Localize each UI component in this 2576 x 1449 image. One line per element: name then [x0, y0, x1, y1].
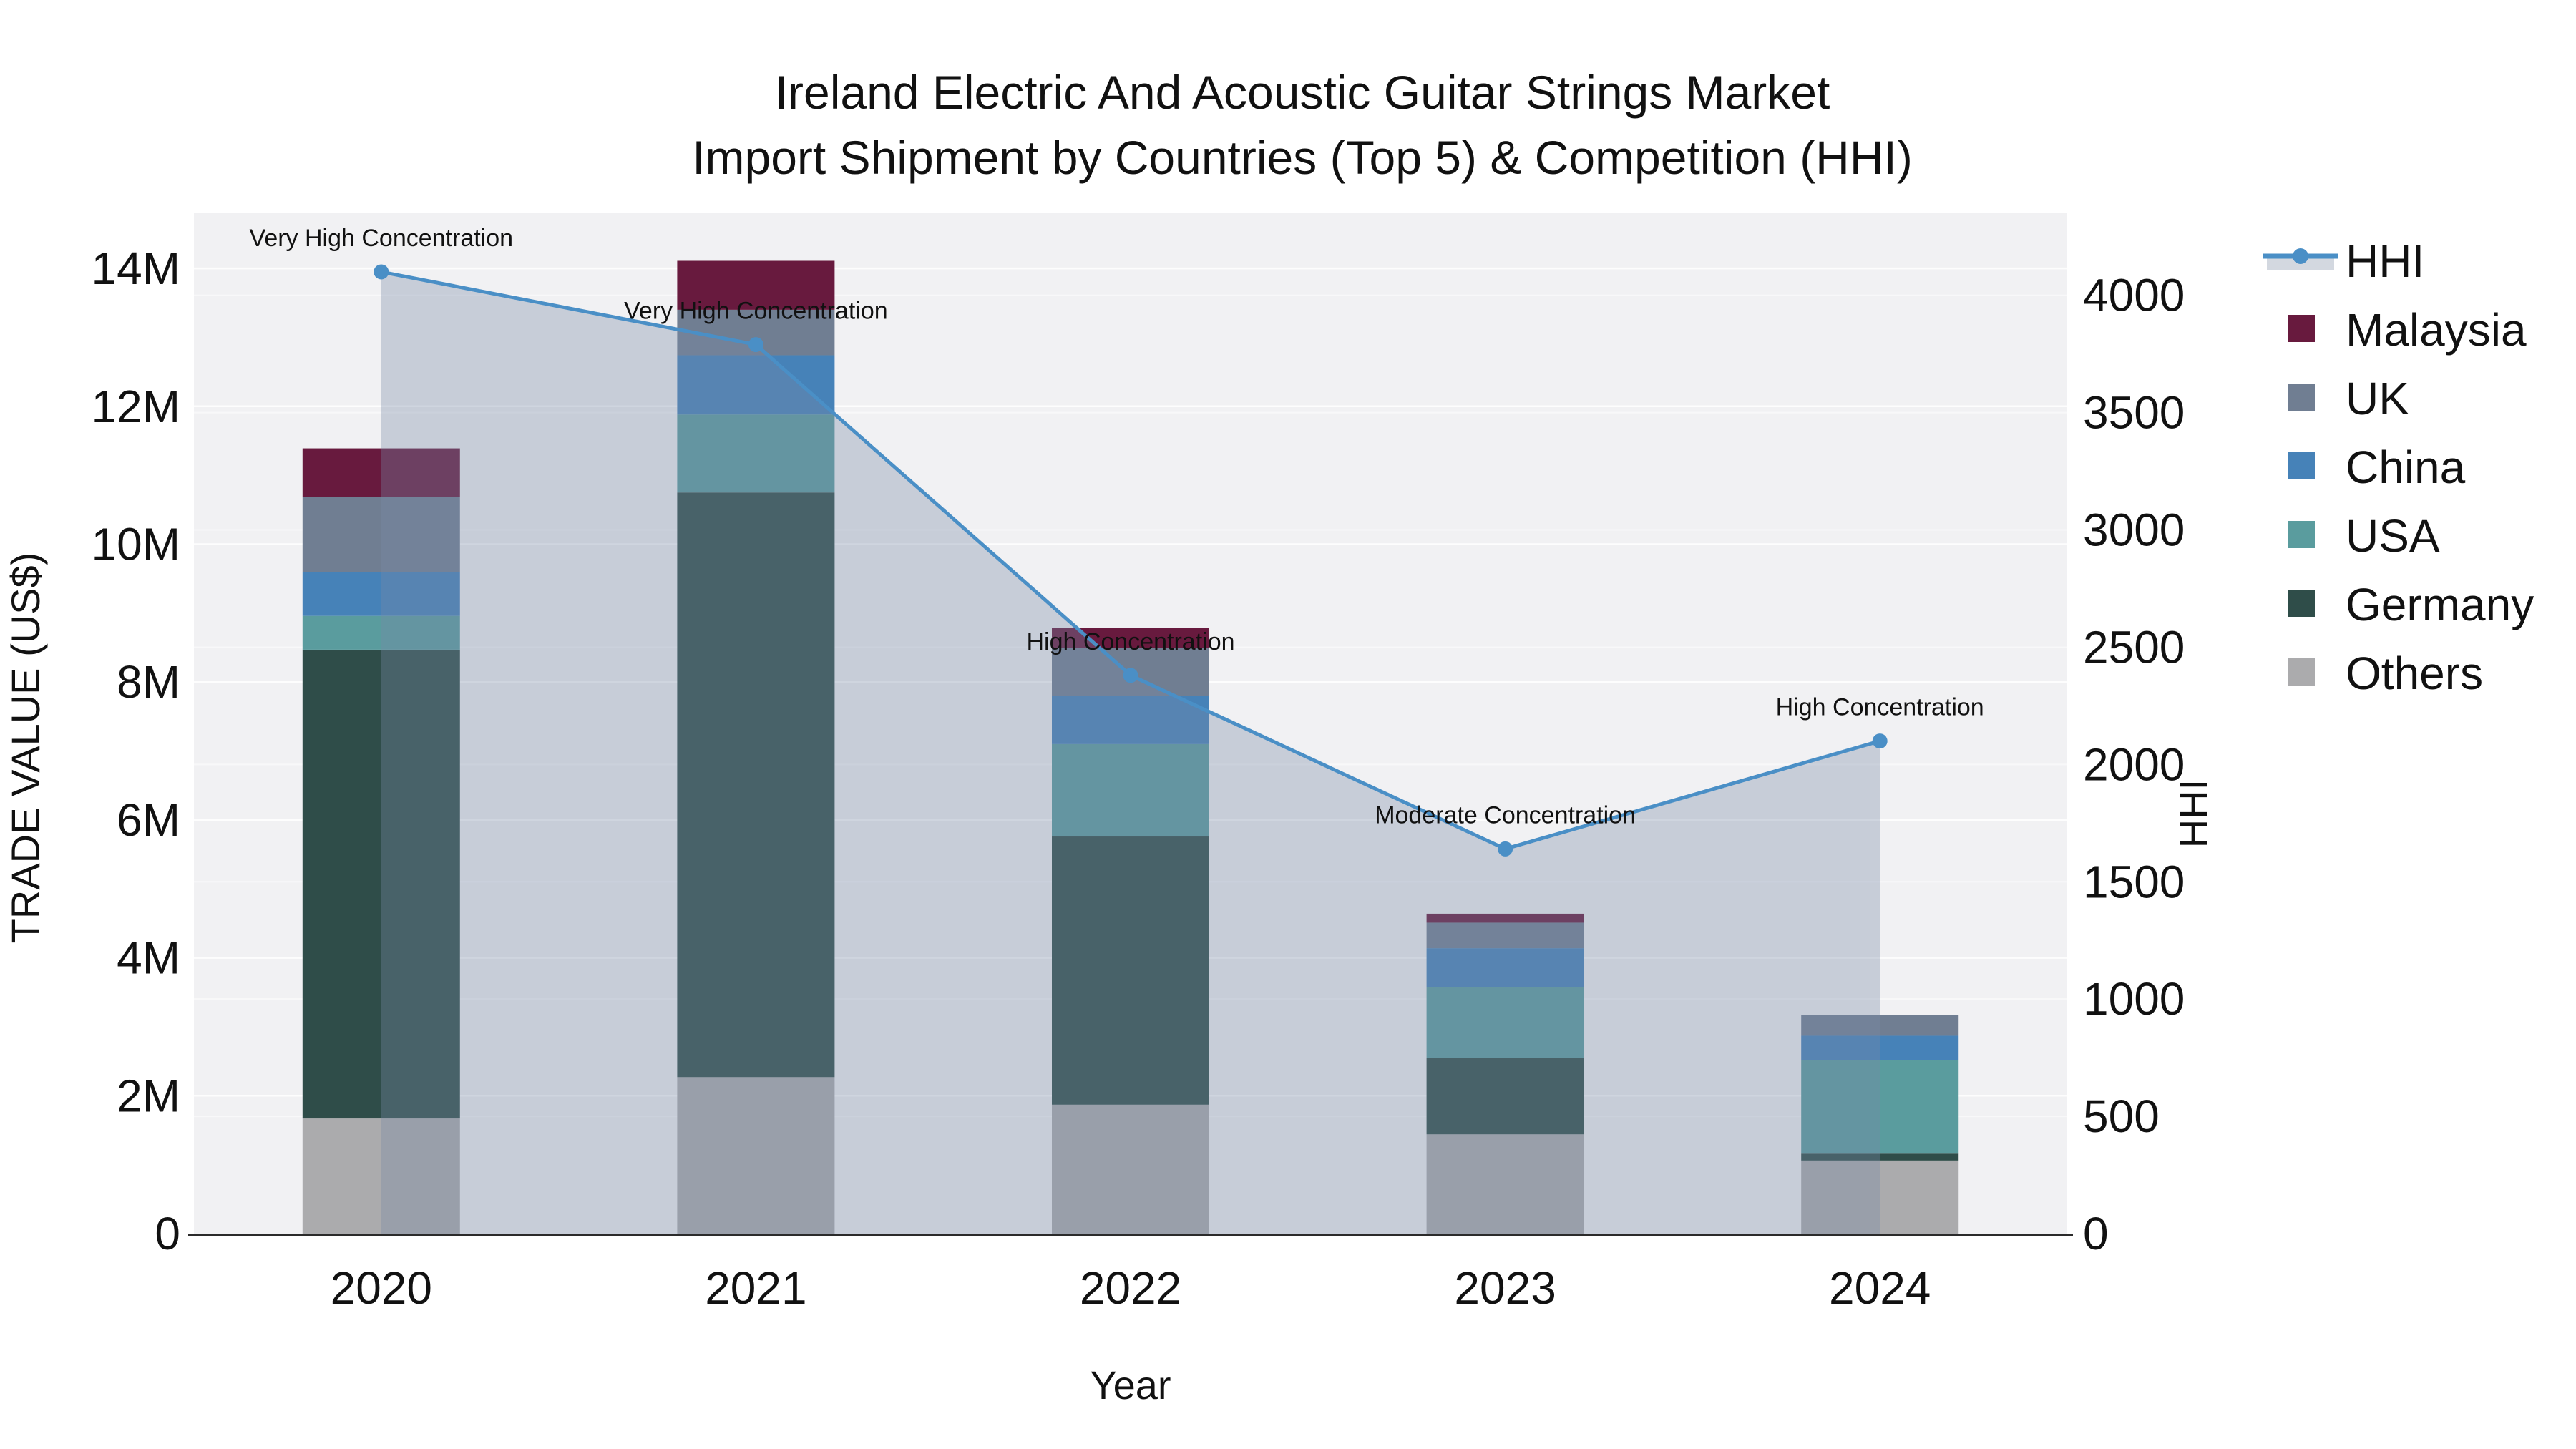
legend-swatch-uk	[2288, 384, 2315, 411]
legend-swatch-usa	[2288, 521, 2315, 548]
y-right-tick-0: 0	[2083, 1208, 2109, 1259]
bar-segment-2021-china[interactable]	[677, 355, 835, 415]
annotation-2021: Very High Concentration	[624, 298, 888, 325]
x-tick-2022: 2022	[1080, 1262, 1181, 1314]
legend-label-hhi: HHI	[2346, 235, 2424, 287]
annotation-2022: High Concentration	[1026, 628, 1234, 655]
legend-label-uk: UK	[2346, 373, 2409, 424]
legend-swatch-germany	[2288, 590, 2315, 617]
annotation-2023: Moderate Concentration	[1375, 801, 1636, 829]
y-left-tick-14M: 14M	[92, 243, 181, 294]
bar-segment-2022-others[interactable]	[1052, 1104, 1209, 1234]
annotation-2024: High Concentration	[1776, 694, 1984, 721]
legend-item-china[interactable]: China	[2288, 441, 2466, 493]
hhi-marker-2020[interactable]	[374, 264, 389, 280]
y-right-tick-1500: 1500	[2083, 856, 2185, 907]
axes-layer: 0 2M 4M 6M 8M 10M 12M 14M 0 500 1000 1500 2000 2500 30…	[92, 243, 2185, 1314]
annotation-2020: Very High Concentration	[250, 225, 514, 252]
bar-segment-2023-germany[interactable]	[1426, 1058, 1584, 1135]
legend-item-usa[interactable]: USA	[2288, 510, 2440, 562]
bar-segment-2024-germany[interactable]	[1801, 1153, 1959, 1161]
legend-swatch-malaysia	[2288, 315, 2315, 342]
bar-segment-2021-germany[interactable]	[677, 492, 835, 1078]
x-tick-2024: 2024	[1829, 1262, 1931, 1314]
legend-item-malaysia[interactable]: Malaysia	[2288, 304, 2527, 356]
x-tick-2023: 2023	[1454, 1262, 1556, 1314]
hhi-marker-2023[interactable]	[1498, 841, 1513, 857]
bar-segment-2024-usa[interactable]	[1801, 1060, 1959, 1154]
hhi-marker-2022[interactable]	[1123, 668, 1138, 683]
y-left-tick-8M: 8M	[117, 656, 180, 708]
legend-label-malaysia: Malaysia	[2346, 304, 2527, 356]
bar-segment-2023-usa[interactable]	[1426, 987, 1584, 1058]
bar-segment-2024-uk[interactable]	[1801, 1015, 1959, 1036]
y-right-tick-500: 500	[2083, 1091, 2160, 1142]
x-tick-2020: 2020	[331, 1262, 432, 1314]
x-axis-title: Year	[1090, 1362, 1171, 1407]
y-left-tick-6M: 6M	[117, 794, 180, 846]
bar-segment-2023-china[interactable]	[1426, 948, 1584, 987]
hhi-area-layer	[381, 271, 1880, 1234]
hhi-area-fill	[381, 271, 1880, 1234]
bar-segment-2023-uk[interactable]	[1426, 922, 1584, 949]
bar-segment-2024-others[interactable]	[1801, 1160, 1959, 1234]
bar-segment-2020-malaysia[interactable]	[302, 448, 460, 497]
legend-hhi-marker-sample	[2293, 248, 2308, 264]
y-right-tick-2500: 2500	[2083, 621, 2185, 673]
bar-segment-2022-germany[interactable]	[1052, 836, 1209, 1105]
bar-segment-2022-china[interactable]	[1052, 696, 1209, 744]
y-axis-title-right: HHI	[2171, 779, 2216, 848]
y-left-tick-12M: 12M	[92, 381, 181, 432]
bar-segment-2020-uk[interactable]	[302, 497, 460, 572]
bar-segment-2020-germany[interactable]	[302, 649, 460, 1119]
x-tick-2021: 2021	[705, 1262, 806, 1314]
legend-item-uk[interactable]: UK	[2288, 373, 2409, 424]
y-right-tick-1000: 1000	[2083, 973, 2185, 1025]
y-right-tick-3000: 3000	[2083, 504, 2185, 556]
hhi-marker-2021[interactable]	[748, 337, 763, 353]
bar-segment-2023-malaysia[interactable]	[1426, 913, 1584, 923]
legend-label-germany: Germany	[2346, 579, 2534, 630]
legend-label-china: China	[2346, 441, 2466, 493]
bar-segment-2022-usa[interactable]	[1052, 743, 1209, 837]
bar-segment-2021-others[interactable]	[677, 1077, 835, 1234]
y-left-tick-4M: 4M	[117, 932, 180, 984]
bar-segment-2021-malaysia[interactable]	[677, 260, 835, 310]
y-right-tick-2000: 2000	[2083, 738, 2185, 790]
bar-segment-2023-others[interactable]	[1426, 1134, 1584, 1234]
y-right-tick-4000: 4000	[2083, 270, 2185, 321]
bar-segment-2021-usa[interactable]	[677, 414, 835, 493]
legend-swatch-others	[2288, 658, 2315, 686]
annotations-layer: Very High Concentration Very High Concent…	[250, 225, 1984, 829]
y-axis-title-left: TRADE VALUE (US$)	[3, 552, 48, 944]
bar-segment-2020-china[interactable]	[302, 572, 460, 616]
bar-segment-2024-china[interactable]	[1801, 1035, 1959, 1060]
y-right-tick-3500: 3500	[2083, 387, 2185, 439]
legend-item-others[interactable]: Others	[2288, 648, 2483, 699]
y-left-tick-10M: 10M	[92, 518, 181, 570]
hhi-line-layer	[374, 264, 1888, 857]
bar-segment-2020-usa[interactable]	[302, 615, 460, 650]
chart-title-line1: Ireland Electric And Acoustic Guitar Str…	[775, 66, 1830, 119]
legend: HHI Malaysia UK China USA Germany Others	[2263, 235, 2534, 699]
y-left-tick-0: 0	[155, 1208, 180, 1259]
legend-label-others: Others	[2346, 648, 2483, 699]
legend-item-germany[interactable]: Germany	[2288, 579, 2534, 630]
stacked-bars-layer	[302, 260, 1959, 1234]
legend-item-hhi[interactable]: HHI	[2263, 235, 2424, 287]
y-left-tick-2M: 2M	[117, 1070, 180, 1121]
hhi-marker-2024[interactable]	[1872, 733, 1888, 749]
legend-swatch-china	[2288, 452, 2315, 479]
bar-segment-2020-others[interactable]	[302, 1118, 460, 1234]
chart-title-line2: Import Shipment by Countries (Top 5) & C…	[692, 131, 1913, 184]
legend-label-usa: USA	[2346, 510, 2440, 562]
